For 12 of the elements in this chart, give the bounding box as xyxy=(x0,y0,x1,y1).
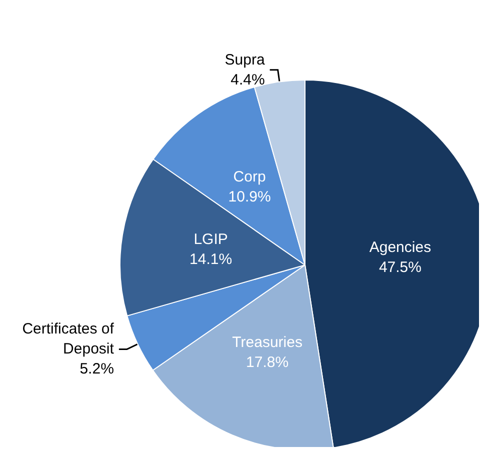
slice-label: Treasuries xyxy=(232,334,302,352)
slice-label: Agencies xyxy=(369,239,432,256)
data-label: 17.8% xyxy=(246,354,289,372)
slice-label: LGIP xyxy=(194,230,228,248)
data-label: 4.4% xyxy=(230,71,265,88)
data-label: 14.1% xyxy=(190,250,232,268)
slice-label: Certificates of Deposit xyxy=(22,320,115,358)
data-label: 10.9% xyxy=(228,188,271,206)
slice-label: Corp xyxy=(233,168,266,186)
data-label: 47.5% xyxy=(378,259,422,276)
slice-label: Supra xyxy=(224,51,266,68)
data-label: 5.2% xyxy=(80,360,114,378)
